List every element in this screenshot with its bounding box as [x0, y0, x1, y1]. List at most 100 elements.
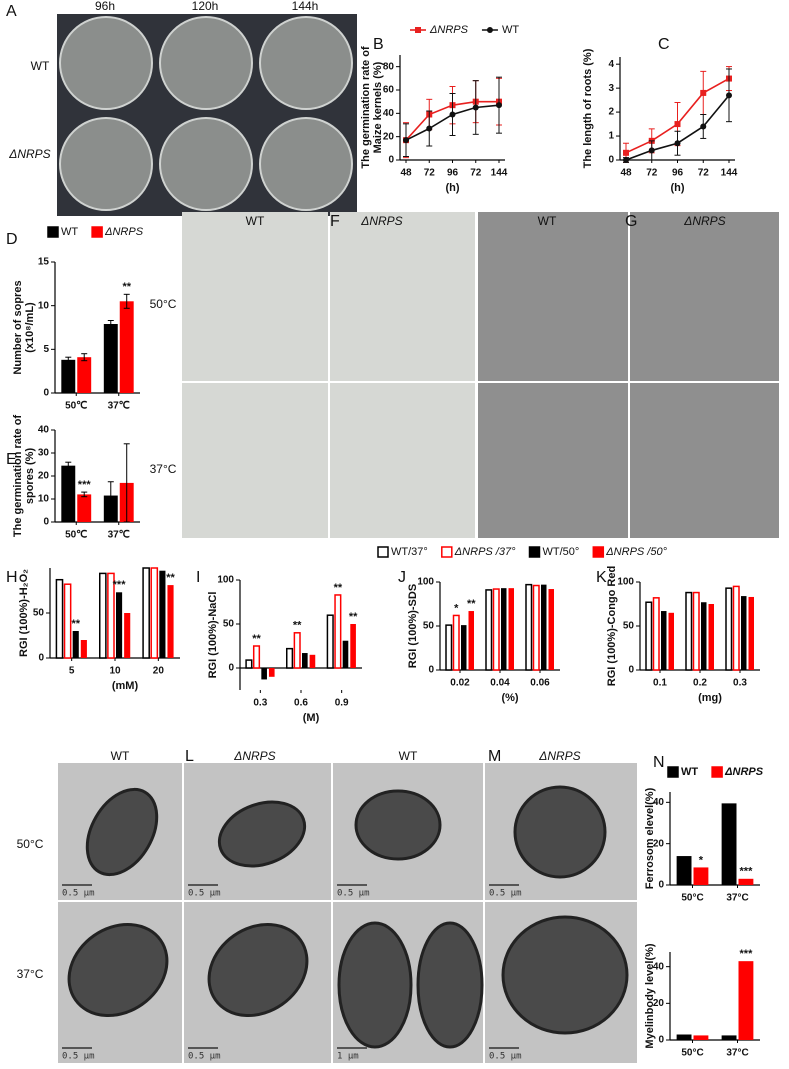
point: [674, 140, 681, 147]
legend-label: WT: [681, 766, 698, 778]
x-tick-label: 20: [153, 666, 165, 677]
panel-letter: I: [196, 569, 200, 586]
point: [648, 147, 655, 154]
y-axis-label: Maize kernels (%): [372, 61, 384, 153]
point: [700, 89, 707, 96]
x-tick-label: 72: [470, 168, 482, 179]
bar: [501, 588, 507, 670]
x-tick-label: 37°C: [726, 1048, 748, 1059]
bar: [245, 659, 253, 669]
point: [623, 157, 629, 163]
bar: [103, 324, 118, 393]
legend-swatch: [592, 546, 605, 558]
y-tick-label: 20: [653, 838, 665, 849]
row-label: 50°C: [150, 297, 177, 311]
y-tick-label: 100: [217, 575, 234, 586]
y-tick-label: 0: [38, 653, 44, 664]
legend-swatch: [667, 766, 679, 778]
scale-bar-label: 0.5 μm: [188, 1052, 221, 1062]
y-axis-label: (x10⁸/mL): [24, 302, 36, 353]
y-axis-label: The length of roots (%): [582, 48, 594, 168]
bar: [116, 592, 123, 658]
y-axis-label: Myelinbody level(%): [644, 943, 656, 1048]
bar: [461, 625, 467, 670]
bar: [350, 624, 356, 668]
y-axis-label: The germination rate of: [360, 46, 372, 169]
legend-label: ΔNRPS /50°: [605, 546, 667, 558]
panel-letter: L: [185, 748, 194, 765]
point: [472, 104, 479, 111]
y-tick-label: 0: [388, 155, 394, 166]
error-bar: [123, 293, 130, 309]
legend-swatch: [377, 546, 389, 558]
x-tick-label: 0.3: [253, 698, 267, 709]
y-tick-label: 0: [658, 880, 664, 891]
bar: [326, 614, 334, 669]
panel-a-photos: [57, 14, 357, 216]
bar: [741, 596, 747, 670]
y-tick-label: 1: [608, 131, 614, 142]
x-axis-label: (mM): [112, 680, 139, 692]
bar: [334, 594, 342, 669]
x-axis-label: (h): [445, 182, 459, 194]
row-label: 37°C: [150, 462, 177, 476]
panel-lm-images: [58, 763, 637, 1063]
point: [449, 111, 456, 118]
panel-letter: F: [330, 213, 340, 230]
bar: [445, 624, 453, 671]
y-axis-label: RGI (100%)-Congo Red: [606, 566, 618, 686]
x-axis-label: (M): [303, 712, 320, 724]
x-tick-label: 0.2: [693, 678, 707, 689]
legend-swatch: [528, 546, 541, 558]
bar: [541, 584, 547, 670]
significance: ***: [78, 479, 92, 491]
x-axis-label: (mg): [698, 692, 722, 704]
bar: [721, 803, 737, 885]
error-bar: [81, 353, 88, 362]
panel-letter: A: [6, 3, 17, 20]
y-tick-label: 0: [608, 155, 614, 166]
bar: [548, 589, 554, 670]
legend-label: ΔNRPS: [104, 226, 144, 238]
x-tick-label: 0.9: [335, 698, 349, 709]
legend-label: WT: [502, 24, 519, 36]
significance: **: [122, 281, 131, 293]
y-tick-label: 50: [423, 621, 435, 632]
bar: [508, 588, 514, 670]
bar: [302, 653, 308, 668]
column-label: 96h: [95, 0, 115, 13]
point: [674, 121, 681, 128]
significance: ***: [113, 579, 127, 591]
bar: [77, 494, 92, 522]
bar: [701, 602, 707, 670]
significance: **: [334, 582, 343, 594]
panel-letter: C: [658, 36, 670, 53]
y-tick-label: 4: [608, 59, 614, 70]
y-tick-label: 50: [33, 608, 45, 619]
significance: **: [467, 598, 476, 610]
significance: **: [349, 611, 358, 623]
bar: [532, 584, 540, 671]
column-label: WT: [246, 214, 265, 228]
y-tick-label: 50: [623, 621, 635, 632]
bar: [668, 612, 674, 670]
x-tick-label: 50°C: [681, 1048, 703, 1059]
y-tick-label: 0: [228, 663, 234, 674]
bar: [61, 359, 76, 393]
x-tick-label: 0.06: [530, 678, 550, 689]
column-label: WT: [399, 749, 418, 763]
y-tick-label: 5: [43, 344, 49, 355]
column-label: ΔNRPS: [360, 214, 402, 228]
x-tick-label: 72: [424, 168, 436, 179]
y-tick-label: 0: [628, 665, 634, 676]
column-label: ΔNRPS: [233, 749, 275, 763]
error-bar: [81, 491, 88, 498]
legend-label: WT/37°: [391, 546, 428, 558]
x-tick-label: 0.1: [653, 678, 667, 689]
bar: [268, 668, 275, 677]
y-tick-label: 40: [653, 797, 665, 808]
bar: [63, 583, 72, 659]
scale-bar-label: 0.5 μm: [62, 1052, 95, 1062]
significance: *: [454, 602, 459, 614]
bar: [261, 668, 267, 680]
